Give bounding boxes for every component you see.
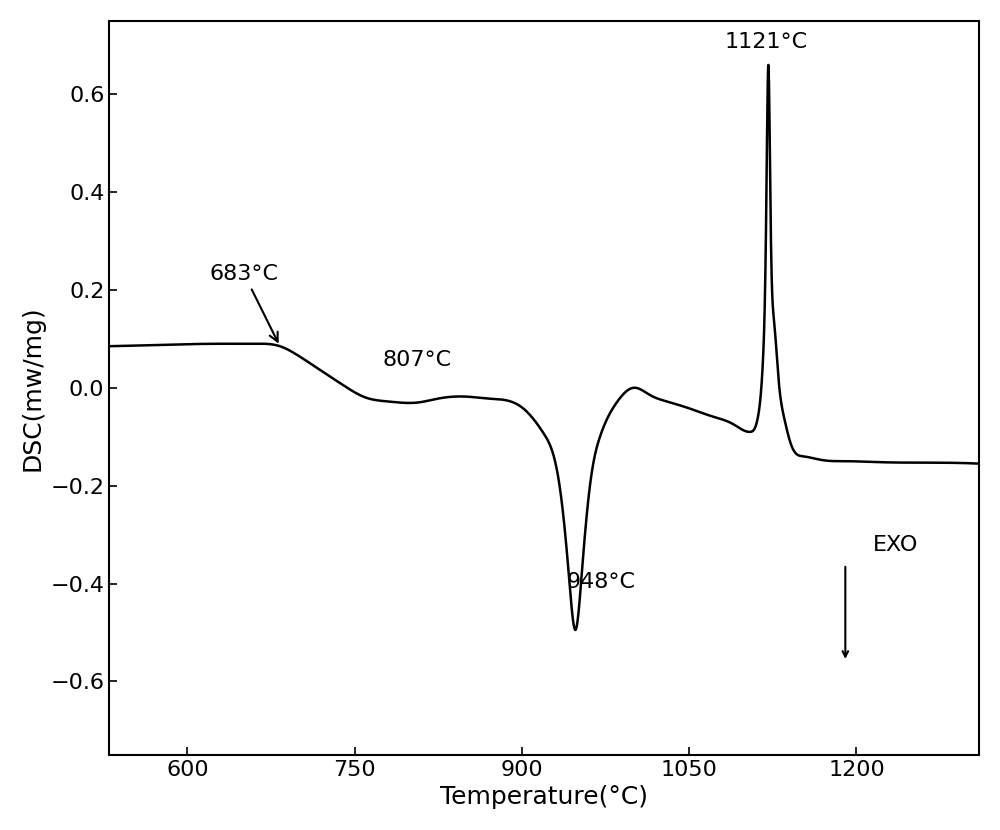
Text: 1121°C: 1121°C xyxy=(725,32,808,51)
Text: 683°C: 683°C xyxy=(210,264,279,342)
Y-axis label: DSC(mw/mg): DSC(mw/mg) xyxy=(21,305,45,471)
Text: 807°C: 807°C xyxy=(382,349,452,370)
Text: 948°C: 948°C xyxy=(567,573,636,593)
X-axis label: Temperature(°C): Temperature(°C) xyxy=(440,785,648,809)
Text: EXO: EXO xyxy=(873,535,919,554)
